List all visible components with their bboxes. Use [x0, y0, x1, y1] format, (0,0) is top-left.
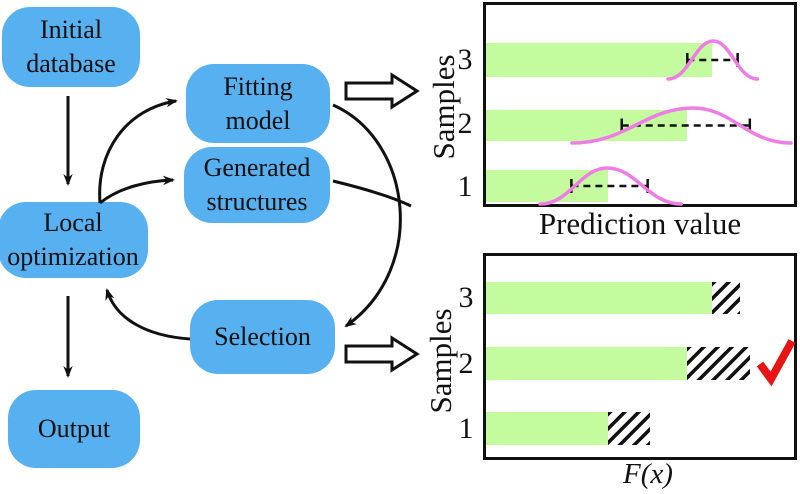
node-generated-structures: Generated structures	[184, 147, 330, 223]
prediction-chart-tick-1: 1	[457, 170, 473, 203]
node-label: model	[225, 105, 291, 135]
node-label: Selection	[214, 322, 311, 351]
prediction-chart-tick-2: 2	[457, 107, 473, 140]
prediction-bar-sample-2	[486, 110, 688, 141]
node-selection: Selection	[190, 300, 335, 374]
arrow-generated-join	[332, 179, 412, 208]
arrow-fittingmodel-to-selection	[332, 103, 402, 328]
node-initial-database: Initial database	[2, 7, 140, 87]
fitness-chart-tick-3: 3	[458, 281, 474, 314]
node-label: structures	[206, 187, 308, 216]
node-output: Output	[8, 390, 140, 468]
arrow-localopt-to-generated	[99, 175, 175, 205]
fitness-bar-sample-3	[486, 282, 712, 314]
fitness-bar-sample-1	[486, 412, 608, 445]
arrow-localopt-to-fittingmodel	[98, 97, 178, 204]
node-label: Generated	[203, 153, 311, 182]
fitness-chart-tick-2: 2	[458, 347, 474, 380]
prediction-bar-sample-1	[486, 170, 608, 202]
node-local-optimization: Local optimization	[0, 202, 148, 278]
node-label: Fitting	[223, 71, 293, 101]
node-label: database	[26, 49, 116, 78]
block-arrow-to-prediction-chart-icon	[344, 72, 420, 110]
fitness-hatch-sample-1	[608, 412, 651, 445]
node-fitting-model: Fitting model	[186, 64, 330, 143]
prediction-bar-sample-3	[486, 43, 712, 77]
prediction-chart-xlabel: Prediction value	[538, 206, 742, 241]
node-label: Local	[43, 208, 103, 237]
prediction-chart-tick-3: 3	[457, 43, 473, 76]
block-arrow-to-fitness-chart-icon	[344, 335, 420, 373]
fitness-bar-sample-2	[486, 347, 688, 380]
fitness-chart-tick-1: 1	[458, 412, 474, 445]
node-label: Output	[37, 414, 111, 443]
fitness-hatch-sample-3	[711, 282, 741, 314]
node-label: Initial	[39, 15, 103, 44]
fitness-chart-xlabel: F(x)	[623, 458, 673, 490]
fitness-hatch-sample-2	[687, 347, 751, 380]
arrow-selection-to-localopt	[105, 288, 191, 341]
node-label: optimization	[7, 242, 139, 271]
